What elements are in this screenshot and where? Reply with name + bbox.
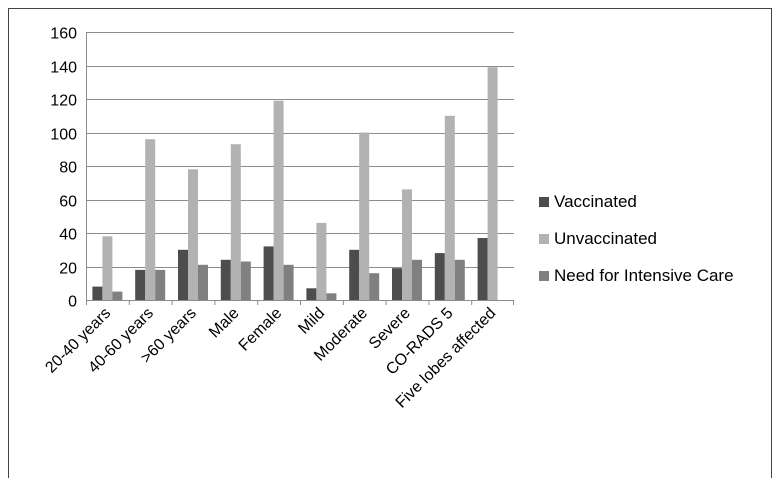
legend-label: Vaccinated	[554, 192, 637, 211]
bar-need-for-intensive-care	[283, 264, 294, 300]
legend-swatch	[539, 197, 549, 207]
bar-need-for-intensive-care	[326, 293, 337, 300]
y-tick-label: 0	[68, 294, 77, 311]
bar-unvaccinated	[230, 144, 241, 300]
x-tick-label: Male	[206, 305, 243, 342]
bar-unvaccinated	[145, 139, 156, 300]
y-tick-label: 140	[50, 60, 77, 77]
y-tick-label: 20	[59, 261, 77, 278]
bar-unvaccinated	[188, 169, 198, 300]
y-tick-label: 120	[50, 93, 77, 110]
y-tick-label: 100	[50, 127, 77, 144]
legend-label: Need for Intensive Care	[554, 266, 734, 285]
bar-need-for-intensive-care	[240, 261, 251, 300]
y-tick-label: 40	[59, 227, 77, 244]
x-tick-label: Mild	[295, 305, 328, 338]
bar-vaccinated	[220, 259, 231, 300]
bar-vaccinated	[92, 286, 103, 300]
bar-need-for-intensive-care	[155, 269, 166, 300]
bar-vaccinated	[392, 268, 402, 300]
legend: Vaccinated Unvaccinated Need for Intensive…	[539, 192, 734, 285]
bar-unvaccinated	[487, 67, 498, 300]
gridlines	[86, 32, 514, 268]
y-tick-label: 160	[50, 26, 77, 43]
bar-vaccinated	[306, 288, 317, 300]
bar-need-for-intensive-care	[412, 259, 422, 300]
bar-need-for-intensive-care	[198, 264, 208, 300]
bar-unvaccinated	[273, 100, 284, 300]
y-tick-label: 80	[59, 160, 77, 177]
legend-label: Unvaccinated	[554, 229, 657, 248]
legend-swatch	[539, 234, 549, 244]
bar-need-for-intensive-care	[369, 273, 380, 300]
x-tick-label: Female	[236, 305, 286, 355]
bars	[92, 67, 498, 301]
y-axis-tick-labels: 0 20 40 60 80 100 120 140 160	[50, 26, 77, 311]
bar-vaccinated	[135, 269, 146, 300]
bar-unvaccinated	[316, 222, 327, 300]
bar-vaccinated	[349, 249, 360, 301]
y-tick-label: 60	[59, 194, 77, 211]
bar-need-for-intensive-care	[112, 291, 123, 300]
axes	[86, 32, 514, 305]
bar-unvaccinated	[102, 236, 113, 300]
bar-vaccinated	[477, 238, 488, 300]
bar-vaccinated	[263, 246, 274, 300]
bar-unvaccinated	[359, 132, 370, 300]
bar-need-for-intensive-care	[454, 259, 465, 300]
chart-frame: 0 20 40 60 80 100 120 140 160 20-40 years 40-60 y…	[8, 8, 772, 478]
bar-unvaccinated	[444, 115, 455, 301]
bar-vaccinated	[178, 249, 188, 301]
legend-swatch	[539, 271, 549, 281]
bar-vaccinated	[434, 253, 445, 300]
bar-unvaccinated	[402, 189, 412, 300]
